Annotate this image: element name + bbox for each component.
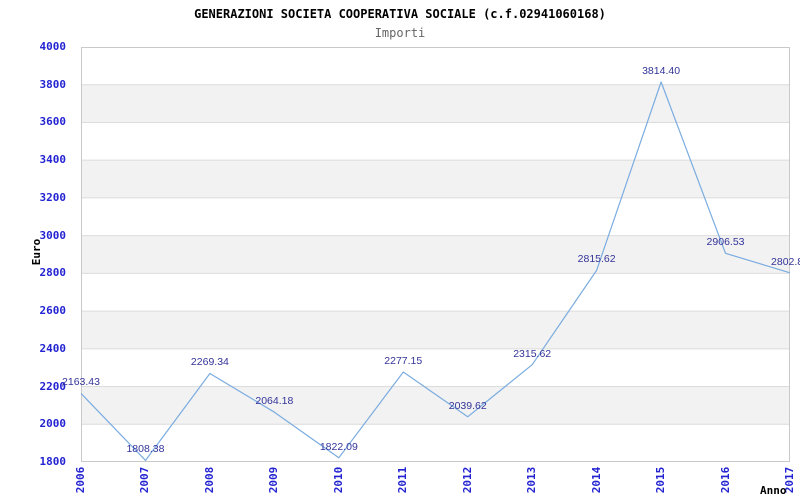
data-point-label: 2815.62 [577,253,616,266]
y-tick-label: 2800 [39,266,67,280]
data-point-label: 2277.15 [384,354,423,367]
x-tick-label: 2008 [202,466,216,494]
x-tick-label: 2007 [138,466,152,494]
x-tick-label: 2014 [589,466,603,494]
data-point-label: 2064.18 [255,395,294,408]
y-tick-label: 3800 [39,77,67,91]
band-row [81,386,790,425]
y-tick-label: 2200 [39,379,67,393]
data-point-label: 2802.88 [771,255,800,268]
y-tick-label: 1800 [39,455,67,468]
y-tick-label: 3000 [39,228,67,242]
y-tick-label: 3200 [39,190,67,204]
data-point-label: 1808.38 [126,443,165,456]
chart-title: GENERAZIONI SOCIETA COOPERATIVA SOCIALE … [194,7,606,21]
data-point-label: 2906.53 [706,236,745,249]
band-row [81,311,790,349]
x-axis-title: Anno [760,484,787,497]
plot-border [81,47,790,462]
chart-subtitle: Importi [374,26,426,40]
x-tick-label: 2015 [654,466,668,494]
x-tick-label: 2016 [718,466,732,494]
y-axis-title: Euro [30,238,43,266]
band-row [81,160,790,198]
y-tick-label: 3400 [39,153,67,167]
x-tick-label: 2010 [331,466,345,494]
band-row [81,235,790,274]
data-point-label: 1822.09 [319,440,358,453]
y-tick-label: 4000 [39,40,67,53]
y-tick-label: 2000 [39,417,67,431]
data-point-label: 2039.62 [448,399,487,412]
data-point-label: 2163.43 [62,376,100,389]
y-tick-label: 3600 [39,115,67,129]
x-tick-label: 2012 [460,466,474,494]
data-point-label: 3814.40 [642,65,681,77]
band-row [81,84,790,123]
x-tick-label: 2009 [267,466,281,494]
x-tick-label: 2013 [525,466,539,494]
x-tick-label: 2006 [74,466,87,494]
data-point-label: 2269.34 [190,356,229,369]
line-series [80,81,791,461]
x-tick-label: 2011 [396,466,410,494]
data-point-label: 2315.62 [513,347,552,360]
y-tick-label: 2600 [39,304,67,318]
y-tick-label: 2400 [39,341,67,355]
